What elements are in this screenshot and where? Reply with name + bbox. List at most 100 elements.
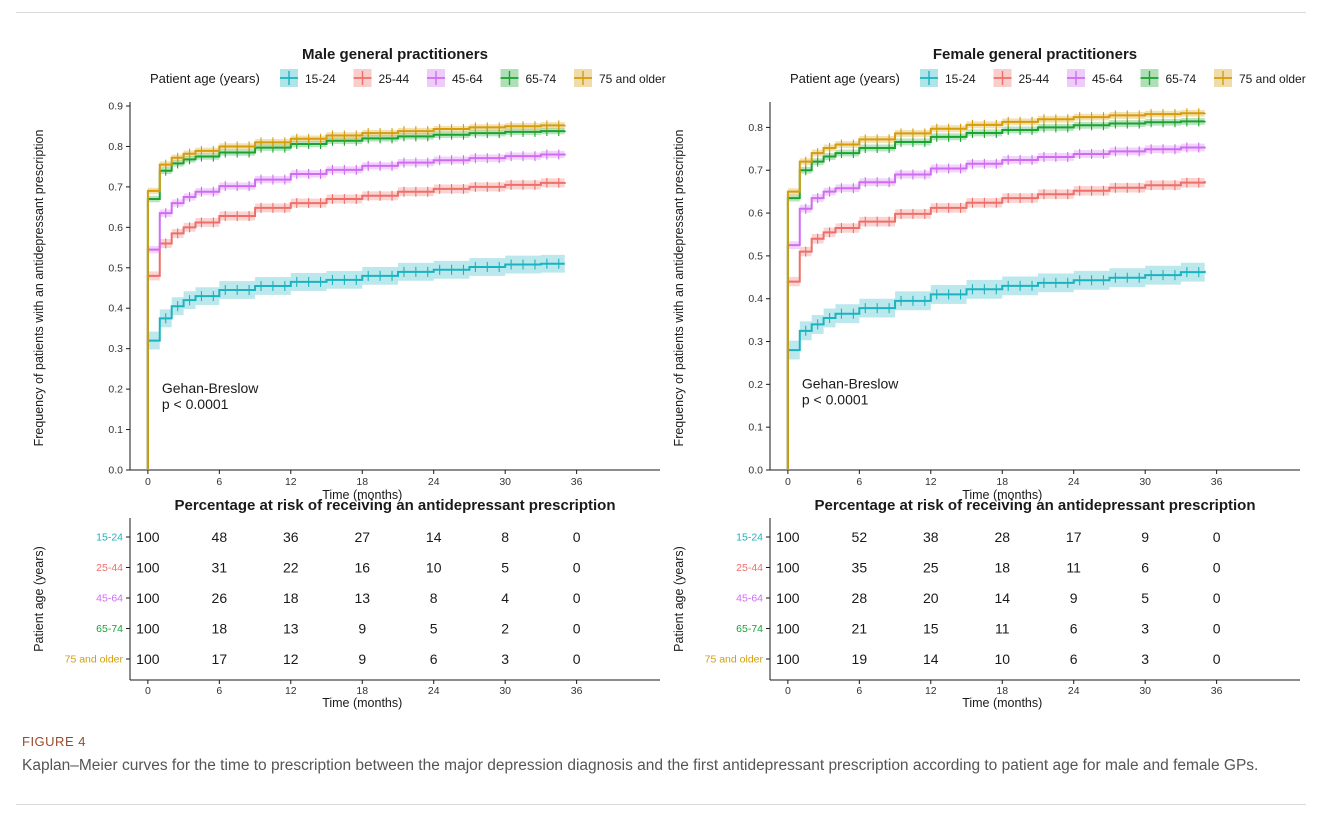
- series-65-74: [146, 126, 566, 470]
- risk-x-tick-label: 24: [428, 685, 440, 697]
- risk-value: 100: [136, 621, 160, 637]
- risk-value: 15: [923, 621, 939, 637]
- risk-value: 48: [212, 529, 228, 545]
- risk-group-label: 65-74: [736, 623, 763, 635]
- risk-value: 9: [1141, 529, 1149, 545]
- legend-item: 15-24: [280, 69, 336, 87]
- x-tick-label: 18: [356, 476, 368, 488]
- confidence-band: [147, 254, 565, 350]
- risk-value: 100: [136, 560, 160, 576]
- figure-caption: FIGURE 4 Kaplan–Meier curves for the tim…: [22, 734, 1302, 776]
- risk-value: 13: [283, 621, 299, 637]
- legend-item: 75 and older: [574, 69, 666, 87]
- risk-x-tick-label: 12: [285, 685, 297, 697]
- legend-label: 25-44: [379, 72, 410, 86]
- km-step-line: [146, 262, 565, 470]
- x-tick-label: 30: [499, 476, 511, 488]
- risk-value: 3: [1141, 651, 1149, 667]
- risk-value: 5: [430, 621, 438, 637]
- y-axis-label: Frequency of patients with an antidepres…: [672, 130, 686, 447]
- y-tick-label: 0.2: [108, 384, 123, 396]
- x-tick-label: 24: [428, 476, 440, 488]
- y-tick-label: 0.3: [748, 336, 763, 348]
- risk-value: 10: [994, 651, 1010, 667]
- series-75-and-older: [786, 108, 1206, 470]
- risk-value: 31: [212, 560, 228, 576]
- y-tick-label: 0.0: [748, 465, 763, 477]
- x-tick-label: 30: [1139, 476, 1151, 488]
- risk-value: 26: [212, 590, 228, 606]
- risk-value: 28: [994, 529, 1010, 545]
- legend-item: 65-74: [1140, 69, 1197, 87]
- risk-x-axis-label: Time (months): [962, 696, 1042, 710]
- risk-x-tick-label: 0: [785, 685, 791, 697]
- chart-title: Female general practitioners: [933, 46, 1137, 63]
- risk-value: 0: [573, 651, 581, 667]
- legend-item: 15-24: [920, 69, 976, 87]
- risk-value: 22: [283, 560, 299, 576]
- series-65-74: [786, 116, 1206, 470]
- risk-x-tick-label: 12: [925, 685, 937, 697]
- risk-value: 0: [573, 621, 581, 637]
- confidence-band: [787, 261, 1205, 360]
- legend-title: Patient age (years): [790, 71, 900, 86]
- risk-x-tick-label: 18: [996, 685, 1008, 697]
- risk-value: 0: [1213, 590, 1221, 606]
- risk-group-label: 45-64: [96, 593, 123, 605]
- risk-value: 18: [283, 590, 299, 606]
- risk-value: 0: [573, 560, 581, 576]
- figure-caption-text: Kaplan–Meier curves for the time to pres…: [22, 757, 1259, 774]
- x-tick-label: 12: [925, 476, 937, 488]
- y-tick-label: 0.6: [748, 208, 763, 220]
- risk-value: 0: [1213, 560, 1221, 576]
- risk-x-tick-label: 6: [856, 685, 862, 697]
- y-tick-label: 0.4: [108, 303, 123, 315]
- risk-value: 13: [354, 590, 370, 606]
- y-tick-label: 0.5: [748, 250, 763, 262]
- risk-x-tick-label: 0: [145, 685, 151, 697]
- risk-x-tick-label: 36: [571, 685, 583, 697]
- confidence-band: [787, 142, 1205, 250]
- risk-group-label: 25-44: [736, 562, 763, 574]
- risk-value: 11: [1066, 560, 1081, 576]
- risk-value: 100: [776, 529, 800, 545]
- y-tick-label: 0.7: [748, 165, 763, 177]
- risk-value: 17: [212, 651, 228, 667]
- legend-item: 65-74: [500, 69, 557, 87]
- x-tick-label: 18: [996, 476, 1008, 488]
- y-tick-label: 0.2: [748, 379, 763, 391]
- y-axis-label: Frequency of patients with an antidepres…: [32, 130, 46, 447]
- risk-value: 8: [501, 529, 509, 545]
- risk-value: 14: [923, 651, 939, 667]
- figure-label: FIGURE 4: [22, 734, 86, 749]
- risk-x-tick-label: 30: [1139, 685, 1151, 697]
- series-25-44: [786, 176, 1206, 470]
- risk-x-tick-label: 18: [356, 685, 368, 697]
- legend-label: 65-74: [526, 72, 557, 86]
- series-25-44: [146, 177, 566, 470]
- risk-value: 3: [501, 651, 509, 667]
- x-tick-label: 6: [216, 476, 222, 488]
- bottom-rule: [16, 804, 1306, 805]
- y-tick-label: 0.6: [108, 222, 123, 234]
- risk-value: 100: [776, 560, 800, 576]
- x-axis-label: Time (months): [322, 488, 402, 502]
- risk-value: 38: [923, 529, 939, 545]
- risk-value: 0: [573, 529, 581, 545]
- legend-label: 75 and older: [1239, 72, 1306, 86]
- risk-table-title: Percentage at risk of receiving an antid…: [815, 497, 1256, 514]
- risk-group-label: 15-24: [96, 532, 123, 544]
- risk-value: 4: [501, 590, 509, 606]
- p-value-annotation: p < 0.0001: [162, 396, 229, 412]
- y-tick-label: 0.4: [748, 293, 763, 305]
- km-step-line: [786, 270, 1206, 470]
- y-tick-label: 0.1: [108, 424, 123, 436]
- y-tick-label: 0.0: [108, 465, 123, 477]
- km-panel-male: Male general practitioners Patient age (y…: [32, 46, 666, 710]
- test-name-annotation: Gehan-Breslow: [802, 376, 899, 392]
- series-75-and-older: [146, 120, 566, 470]
- risk-y-axis-label: Patient age (years): [32, 546, 46, 652]
- risk-value: 11: [995, 621, 1010, 637]
- y-tick-label: 0.8: [108, 141, 123, 153]
- risk-x-tick-label: 36: [1211, 685, 1223, 697]
